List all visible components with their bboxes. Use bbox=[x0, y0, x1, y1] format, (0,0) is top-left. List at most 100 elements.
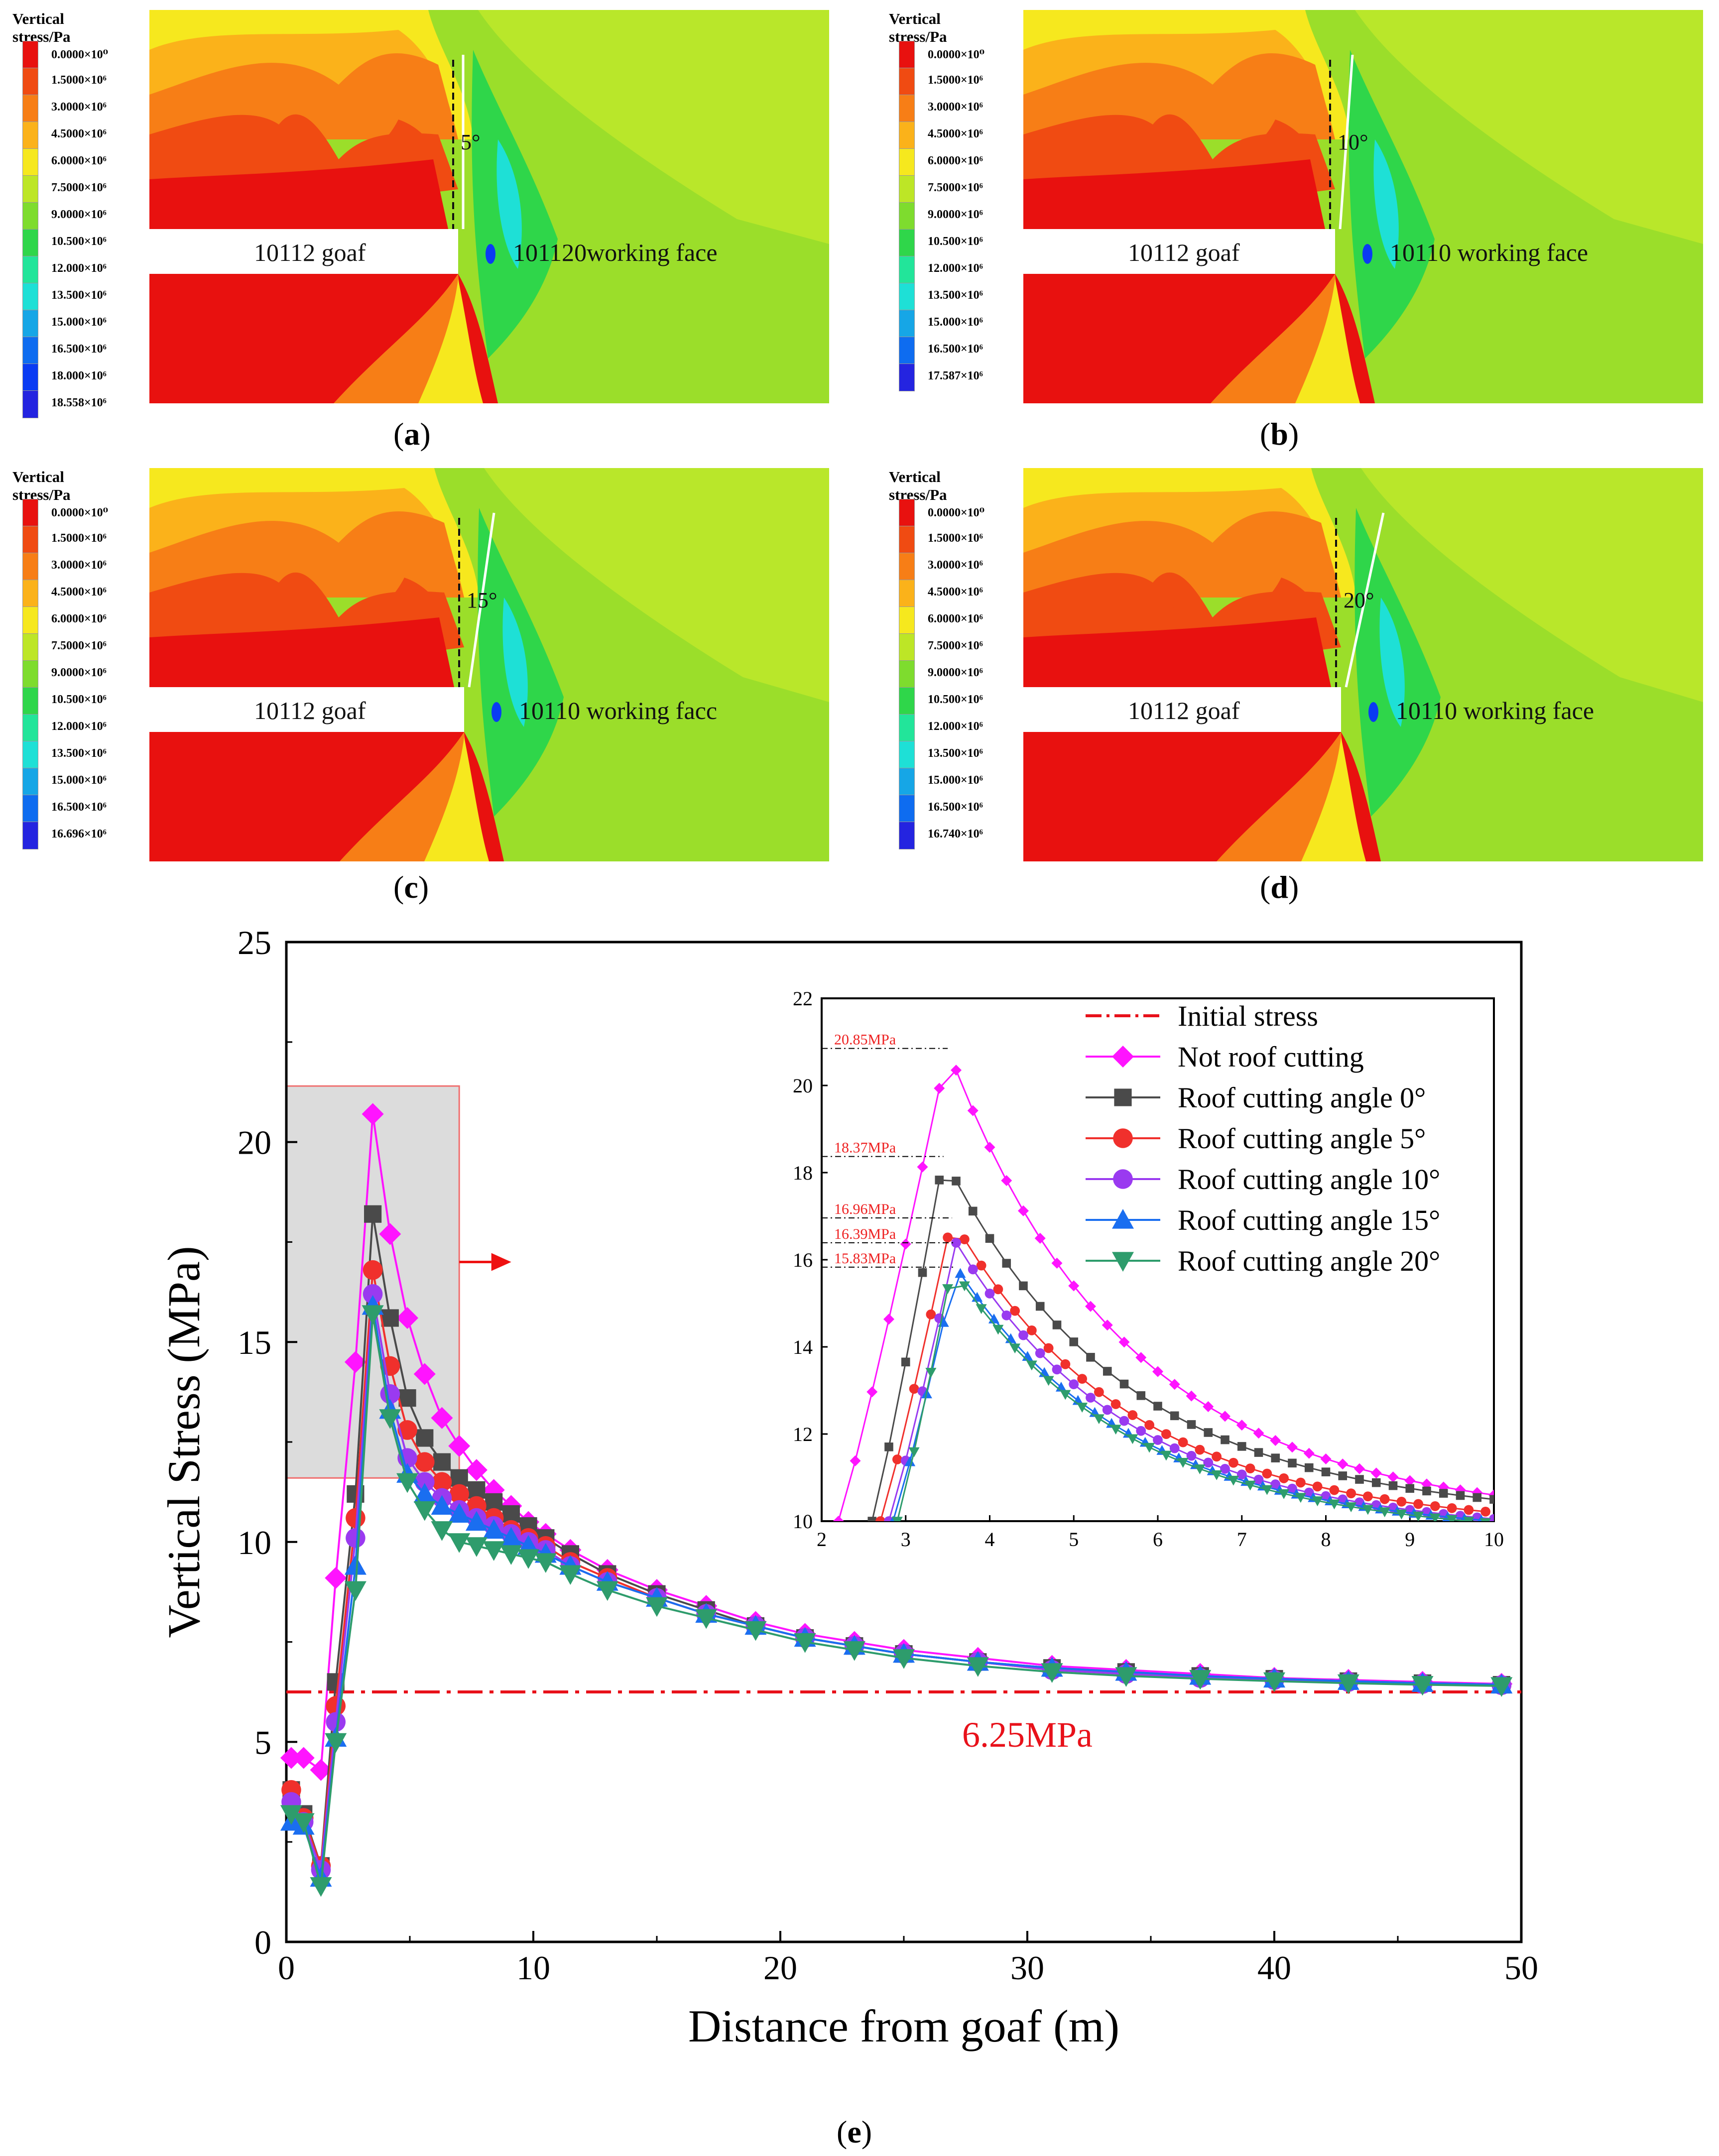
data-point bbox=[431, 1521, 453, 1541]
data-point bbox=[363, 1260, 383, 1280]
data-point bbox=[993, 1284, 1003, 1295]
data-point bbox=[1018, 1205, 1029, 1216]
legend-swatch bbox=[899, 283, 915, 311]
contour-region bbox=[424, 737, 489, 861]
data-point bbox=[833, 1516, 844, 1521]
legend-swatch bbox=[899, 229, 915, 257]
data-point bbox=[433, 1453, 451, 1471]
legend-label: 15.000×10⁶ bbox=[928, 316, 983, 329]
legend-swatch bbox=[899, 580, 915, 607]
contour-region bbox=[1301, 737, 1366, 861]
y-axis-title: Vertical Stress (MPa) bbox=[158, 1246, 209, 1638]
legend-swatch bbox=[22, 687, 38, 715]
legend-label: 12.000×10⁶ bbox=[928, 262, 983, 275]
data-point bbox=[362, 1103, 384, 1125]
data-point bbox=[1304, 1487, 1314, 1498]
contour-region bbox=[1023, 687, 1341, 732]
data-point bbox=[1446, 1515, 1458, 1521]
data-point bbox=[381, 1309, 399, 1327]
data-point bbox=[1429, 1513, 1441, 1521]
goaf-label: 10112 goaf bbox=[1128, 697, 1240, 724]
data-point bbox=[1002, 1259, 1011, 1268]
data-point bbox=[1112, 1209, 1134, 1229]
data-point bbox=[1337, 1458, 1349, 1470]
data-point bbox=[1379, 1507, 1390, 1518]
data-point bbox=[1085, 1301, 1096, 1312]
data-point bbox=[1254, 1448, 1263, 1457]
data-point bbox=[1127, 1434, 1138, 1444]
legend-marker bbox=[1114, 1088, 1132, 1106]
goaf-label: 10112 goaf bbox=[254, 239, 366, 266]
legend-swatch bbox=[22, 337, 38, 364]
data-point bbox=[1041, 1663, 1063, 1683]
contour-region bbox=[149, 159, 448, 229]
data-point bbox=[1112, 1252, 1134, 1272]
data-point bbox=[866, 1386, 878, 1398]
data-point bbox=[1077, 1374, 1088, 1384]
data-point bbox=[1043, 1343, 1054, 1353]
data-point bbox=[1161, 1429, 1171, 1439]
legend-label: 3.0000×10⁶ bbox=[51, 559, 107, 572]
legend-marker bbox=[1113, 1128, 1133, 1148]
data-point bbox=[794, 1633, 816, 1653]
data-point bbox=[893, 1649, 915, 1669]
data-point bbox=[1253, 1474, 1264, 1485]
data-point bbox=[1270, 1435, 1281, 1446]
data-point bbox=[326, 1712, 346, 1732]
data-point bbox=[1052, 1320, 1062, 1329]
contour-region bbox=[418, 279, 483, 403]
data-point bbox=[908, 1447, 920, 1457]
legend-swatch bbox=[899, 526, 915, 554]
data-point bbox=[413, 1363, 436, 1385]
data-point bbox=[1102, 1319, 1113, 1331]
legend-swatch bbox=[22, 256, 38, 284]
data-point bbox=[951, 1065, 962, 1076]
data-point bbox=[967, 1657, 989, 1677]
data-point bbox=[1204, 1428, 1213, 1437]
data-point bbox=[909, 1384, 919, 1394]
peak-label: 18.37MPa bbox=[834, 1140, 896, 1156]
legend-swatch bbox=[899, 822, 915, 849]
inset-y-tick-label: 20 bbox=[793, 1075, 813, 1097]
data-point bbox=[1178, 1437, 1188, 1447]
legend-label: 9.0000×10⁶ bbox=[928, 666, 983, 679]
data-point bbox=[431, 1407, 453, 1429]
data-point bbox=[1086, 1353, 1095, 1362]
legend-swatch bbox=[22, 526, 38, 554]
data-point bbox=[1253, 1428, 1264, 1439]
contour-region bbox=[149, 687, 464, 732]
stress-contour-map bbox=[149, 10, 829, 403]
data-point bbox=[1287, 1441, 1298, 1453]
data-point bbox=[1186, 1450, 1197, 1461]
data-point bbox=[1237, 1442, 1246, 1451]
legend-swatch bbox=[22, 768, 38, 796]
legend-label: 7.5000×10⁶ bbox=[51, 639, 107, 652]
inset-series bbox=[891, 1281, 1491, 1521]
data-point bbox=[1195, 1444, 1205, 1455]
data-point bbox=[325, 1567, 347, 1589]
data-point bbox=[1244, 1480, 1256, 1491]
data-point bbox=[695, 1609, 718, 1629]
data-point bbox=[1060, 1359, 1071, 1369]
data-point bbox=[1035, 1302, 1045, 1311]
data-point bbox=[1411, 1676, 1434, 1696]
data-point bbox=[984, 1142, 995, 1153]
cut-angle-label: 10° bbox=[1338, 130, 1368, 154]
legend-swatch bbox=[899, 148, 915, 176]
goaf-label: 10112 goaf bbox=[1128, 239, 1240, 266]
legend-marker bbox=[1112, 1046, 1134, 1068]
data-point bbox=[448, 1503, 471, 1523]
data-point bbox=[364, 1205, 382, 1223]
data-point bbox=[976, 1260, 986, 1271]
data-point bbox=[1115, 1667, 1137, 1687]
data-point bbox=[280, 1747, 302, 1769]
legend-swatch bbox=[22, 822, 38, 849]
data-point bbox=[431, 1495, 453, 1515]
data-point bbox=[942, 1284, 954, 1294]
legend-swatch bbox=[22, 580, 38, 607]
data-point bbox=[1354, 1463, 1365, 1474]
legend-title: Vertical stress/Pa bbox=[889, 10, 947, 45]
series-line bbox=[291, 1306, 1502, 1879]
data-point bbox=[1464, 1505, 1474, 1515]
